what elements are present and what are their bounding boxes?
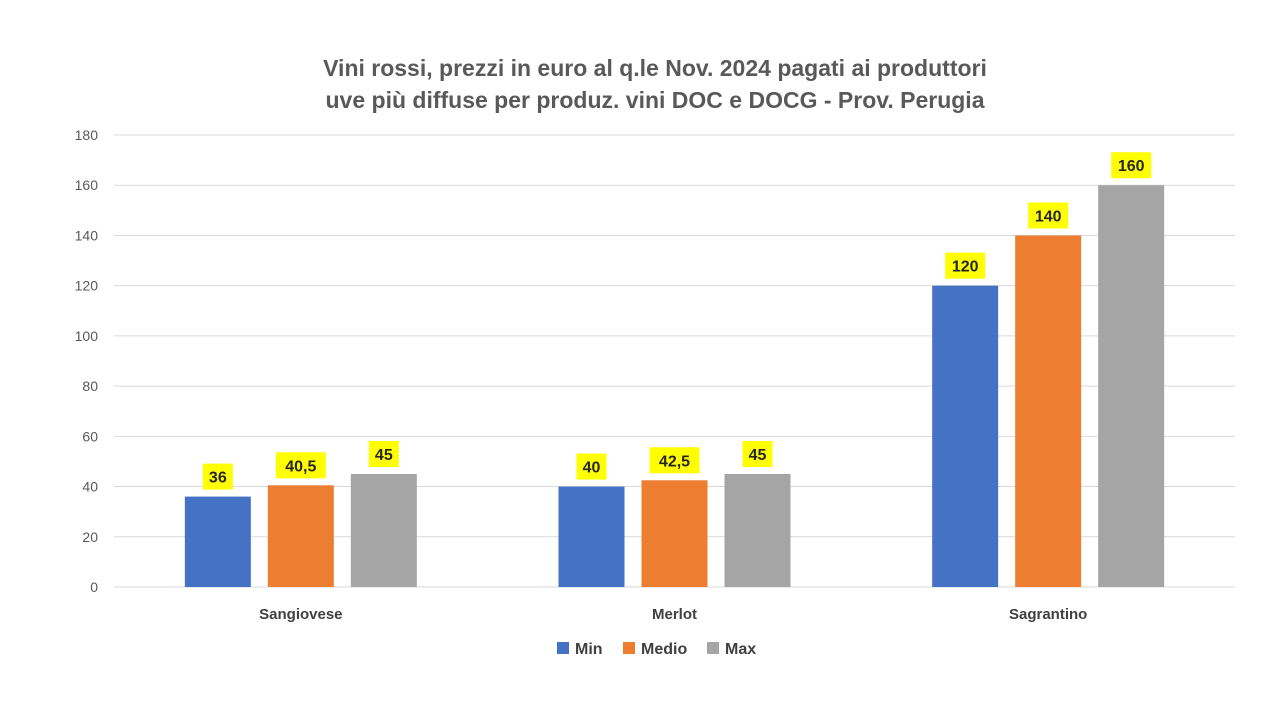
bar-medio-sangiovese: [267, 485, 334, 587]
data-label-bg: [649, 447, 700, 474]
x-axis-categories: Sangiovese Merlot Sagrantino: [259, 606, 1087, 623]
y-tick-label: 40: [82, 479, 98, 495]
y-axis-ticks: 0 20 40 60 80 100 120 140 160 180: [75, 127, 99, 595]
legend-label-min: Min: [575, 641, 603, 658]
bar-medio-sagrantino: [1015, 235, 1082, 587]
data-label: 42,5: [659, 453, 690, 470]
data-label-bg: [742, 441, 773, 467]
data-label: 45: [749, 447, 767, 464]
data-label: 160: [1118, 158, 1145, 175]
data-label-bg: [1028, 202, 1069, 229]
data-labels: 36 40,5 45 40 42,5 45 120 140 160: [202, 152, 1152, 490]
y-tick-label: 80: [82, 378, 98, 394]
legend-label-max: Max: [725, 641, 756, 658]
data-label-bg: [945, 252, 986, 279]
y-tick-label: 100: [75, 328, 99, 344]
bar-min-merlot: [558, 486, 625, 587]
y-tick-label: 120: [75, 278, 99, 294]
category-label: Sangiovese: [259, 606, 342, 623]
y-tick-label: 160: [75, 177, 99, 193]
data-label-bg: [368, 441, 399, 467]
y-tick-label: 20: [82, 529, 98, 545]
data-label: 45: [375, 447, 393, 464]
bar-max-sangiovese: [350, 474, 417, 587]
legend-swatch-min: [557, 642, 569, 654]
data-label-bg: [576, 453, 607, 480]
data-label: 120: [952, 259, 979, 276]
chart-title-line-2: uve più diffuse per produz. vini DOC e D…: [325, 87, 985, 113]
category-label: Merlot: [652, 606, 697, 623]
bar-min-sagrantino: [932, 285, 999, 587]
y-tick-label: 180: [75, 127, 99, 143]
y-tick-label: 140: [75, 227, 99, 243]
data-label-bg: [1111, 152, 1152, 179]
chart-title: Vini rossi, prezzi in euro al q.le Nov. …: [0, 52, 1280, 116]
y-tick-label: 0: [90, 579, 98, 595]
chart-title-line-1: Vini rossi, prezzi in euro al q.le Nov. …: [323, 55, 987, 81]
legend-swatch-max: [707, 642, 719, 654]
legend: Min Medio Max: [557, 641, 756, 658]
bar-max-sagrantino: [1098, 185, 1165, 587]
bar-min-sangiovese: [184, 496, 251, 587]
data-label: 40,5: [285, 458, 316, 475]
category-label: Sagrantino: [1009, 606, 1087, 623]
data-label: 40: [583, 460, 601, 477]
data-label: 140: [1035, 208, 1062, 225]
bars: [184, 185, 1165, 587]
data-label-bg: [202, 463, 233, 490]
data-label: 36: [209, 470, 227, 487]
bar-medio-merlot: [641, 480, 708, 587]
data-label-bg: [275, 452, 326, 479]
legend-swatch-medio: [623, 642, 635, 654]
bar-max-merlot: [724, 474, 791, 587]
y-tick-label: 60: [82, 428, 98, 444]
legend-label-medio: Medio: [641, 641, 687, 658]
